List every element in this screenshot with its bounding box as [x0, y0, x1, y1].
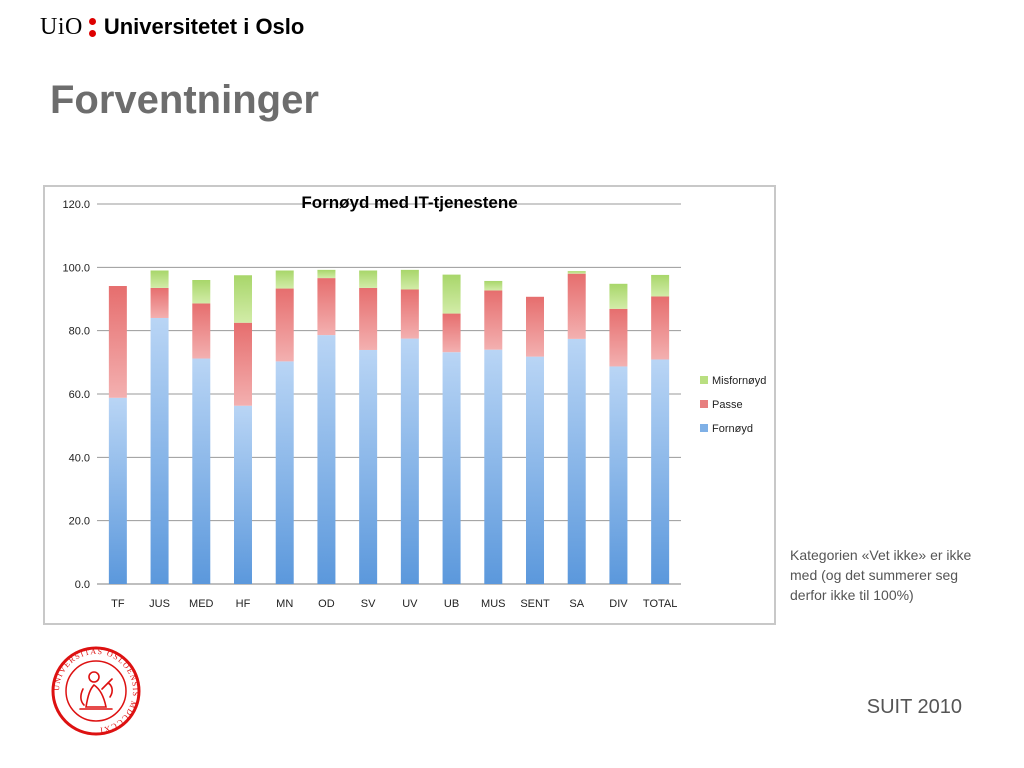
bar-segment-fornoyd	[442, 352, 461, 584]
x-tick-label: DIV	[609, 598, 628, 610]
legend-label: Passe	[712, 399, 743, 411]
uio-logo: UiO Universitetet i Oslo	[40, 12, 304, 42]
bar-segment-misfornoyd	[234, 275, 252, 323]
x-tick-label: UB	[444, 598, 459, 610]
legend-label: Misfornøyd	[712, 375, 766, 387]
bar-segment-passe	[651, 296, 670, 360]
x-tick-label: MN	[276, 598, 293, 610]
y-tick-label: 100.0	[62, 262, 90, 274]
page-title: Forventninger	[50, 78, 319, 122]
chart-frame: 0.0 20.0 40.0 60.0 80.0 100.0 120.0 TF JUS MED HF M…	[43, 185, 776, 625]
legend-label: Fornøyd	[712, 423, 753, 435]
y-tick-label: 0.0	[75, 579, 90, 591]
bar-segment-fornoyd	[567, 338, 586, 584]
x-tick-label: SA	[569, 598, 584, 610]
bar-segment-passe	[526, 296, 544, 357]
bar-segment-misfornoyd	[484, 280, 503, 291]
chart-title: Fornøyd med IT-tjenestene	[301, 193, 518, 212]
bar-segment-passe	[442, 313, 461, 353]
bar-segment-fornoyd	[526, 356, 544, 584]
bar-segment-misfornoyd	[609, 283, 628, 309]
bar-segment-fornoyd	[651, 359, 670, 584]
bar-segment-passe	[567, 273, 586, 339]
bar-segment-passe	[150, 287, 169, 318]
bar-segment-misfornoyd	[651, 274, 670, 297]
y-tick-label: 120.0	[62, 199, 90, 211]
bar-segment-fornoyd	[192, 358, 211, 584]
bar-segment-misfornoyd	[442, 274, 461, 314]
logo-short: UiO	[40, 13, 83, 40]
stacked-bar-chart: 0.0 20.0 40.0 60.0 80.0 100.0 120.0 TF JUS MED HF M…	[62, 199, 766, 610]
bar-segment-fornoyd	[108, 397, 127, 584]
x-tick-label: TOTAL	[643, 598, 677, 610]
bar-segment-fornoyd	[275, 361, 294, 584]
bar-segment-passe	[484, 290, 503, 350]
bar-segment-fornoyd	[609, 366, 628, 584]
x-tick-label: SENT	[520, 598, 550, 610]
bar-segment-passe	[317, 278, 336, 336]
chart-note: Kategorien «Vet ikke» er ikke med (og de…	[790, 547, 972, 603]
bar-segment-fornoyd	[400, 338, 419, 584]
bar-segment-passe	[275, 288, 294, 362]
bar-segment-passe	[192, 303, 211, 359]
legend-swatch	[700, 376, 708, 384]
bar-segment-fornoyd	[484, 349, 503, 584]
bar-segment-passe	[108, 286, 127, 398]
bar-segment-fornoyd	[359, 349, 378, 584]
x-tick-label: TF	[111, 598, 125, 610]
x-tick-label: HF	[236, 598, 251, 610]
x-tick-label: UV	[402, 598, 418, 610]
x-tick-label: JUS	[149, 598, 170, 610]
x-tick-label: SV	[361, 598, 376, 610]
y-tick-label: 20.0	[69, 516, 90, 528]
bar-segment-misfornoyd	[359, 270, 378, 288]
y-tick-label: 60.0	[69, 389, 90, 401]
bar-segment-fornoyd	[317, 335, 336, 584]
bar-segment-passe	[359, 287, 378, 350]
bar-segment-passe	[400, 289, 419, 339]
bar-segment-passe	[234, 322, 252, 406]
y-tick-label: 80.0	[69, 326, 90, 338]
legend-swatch	[700, 400, 708, 408]
logo-name: Universitetet i Oslo	[103, 14, 305, 39]
x-tick-label: MUS	[481, 598, 505, 610]
university-seal-icon: UNIVERSITAS OSLOENSIS MDCCCXI	[51, 646, 141, 736]
bar-segment-misfornoyd	[317, 269, 336, 279]
x-tick-label: OD	[318, 598, 335, 610]
bar-segment-passe	[609, 308, 628, 367]
y-tick-label: 40.0	[69, 452, 90, 464]
bar-segment-misfornoyd	[567, 271, 586, 274]
logo-colon-icon	[88, 16, 96, 38]
x-tick-label: MED	[189, 598, 214, 610]
bar-segment-fornoyd	[150, 318, 169, 584]
bar-segment-misfornoyd	[275, 270, 294, 289]
bar-segment-misfornoyd	[192, 280, 211, 304]
legend-swatch	[700, 424, 708, 432]
bar-segment-fornoyd	[234, 405, 252, 584]
bar-segment-misfornoyd	[150, 270, 169, 288]
bar-segment-misfornoyd	[400, 269, 419, 290]
slide-footer: SUIT 2010	[866, 696, 962, 718]
